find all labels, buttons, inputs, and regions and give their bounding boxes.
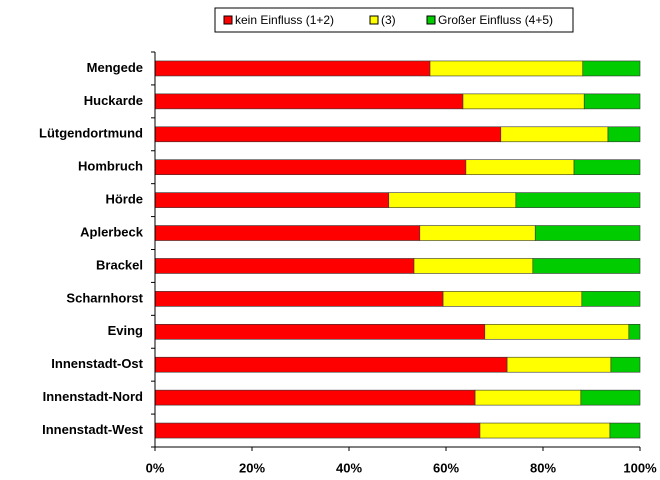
y-tick-label: Innenstadt-Nord [43, 389, 143, 404]
bar-segment [154, 356, 508, 373]
bar-segment [154, 126, 502, 143]
y-tick-label: Innenstadt-Ost [51, 356, 143, 371]
bar-segment [583, 93, 641, 110]
x-tick-label: 100% [623, 460, 657, 475]
bar-segment [388, 192, 517, 208]
bar-segment [581, 291, 641, 307]
bar-segment [413, 258, 534, 274]
bar-segment [506, 356, 612, 373]
bar-segment [582, 60, 641, 77]
y-tick-label: Hörde [105, 192, 143, 207]
bar-segment [429, 60, 584, 77]
bar-segment [484, 323, 630, 340]
y-tick-label: Innenstadt-West [42, 422, 144, 437]
legend-box [214, 7, 574, 33]
bar-segment [607, 126, 641, 143]
x-tick-label: 40% [336, 460, 362, 475]
bar-segment [610, 356, 641, 373]
bar-segment [479, 422, 611, 439]
bar-segment [154, 258, 415, 274]
bar-segment [573, 159, 641, 176]
bar-segment [474, 389, 582, 406]
bar-segment [154, 192, 390, 208]
y-tick-label: Eving [108, 323, 143, 338]
bar-segment [500, 126, 609, 143]
bar-segment [154, 159, 467, 176]
bar-segment [154, 291, 444, 307]
y-tick-label: Hombruch [78, 159, 143, 174]
bar-segment [154, 93, 464, 110]
legend-label: (3) [381, 13, 396, 27]
bar-segment [609, 422, 641, 439]
y-tick-label: Brackel [96, 257, 143, 272]
legend-swatch [369, 15, 379, 25]
legend-label: kein Einfluss (1+2) [235, 13, 334, 27]
x-tick-label: 0% [146, 460, 165, 475]
bar-segment [534, 225, 641, 241]
bar-segment [532, 258, 641, 274]
legend: kein Einfluss (1+2) (3) Großer Einfluss (4… [223, 13, 553, 27]
x-tick-label: 20% [239, 460, 265, 475]
bar-segment [442, 291, 583, 307]
bar-segment [462, 93, 585, 110]
y-tick-label: Lütgendortmund [39, 126, 143, 141]
legend-label: Großer Einfluss (4+5) [438, 13, 553, 27]
y-tick-label: Mengede [87, 60, 143, 75]
x-tick-label: 60% [433, 460, 459, 475]
bar-segment [154, 225, 421, 241]
bar-segment [154, 60, 431, 77]
bar-segment [465, 159, 575, 176]
bar-segment [154, 422, 481, 439]
y-tick-label: Scharnhorst [66, 290, 143, 305]
y-tick-label: Huckarde [84, 93, 143, 108]
y-tick-label: Aplerbeck [80, 224, 144, 239]
bar-segment [580, 389, 641, 406]
bar-segment [154, 323, 486, 340]
bar-segment [628, 323, 641, 340]
legend-swatch [426, 15, 436, 25]
legend-swatch [223, 15, 233, 25]
bar-segment [419, 225, 536, 241]
bar-segment [515, 192, 641, 208]
bar-segment [154, 389, 476, 406]
x-tick-label: 80% [530, 460, 556, 475]
